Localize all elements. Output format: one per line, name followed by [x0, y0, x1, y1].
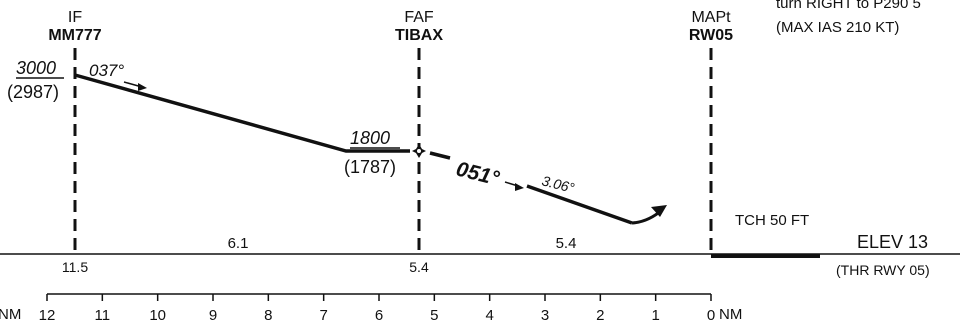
- scale-tick-label: 3: [541, 307, 549, 324]
- scale-tick-label: 11: [95, 307, 111, 324]
- if-role-label: IF: [68, 9, 82, 26]
- glide-angle-label: 3.06°: [540, 172, 576, 196]
- scale-tick-label: 12: [39, 307, 56, 324]
- if-altitude-agl: (2987): [7, 82, 59, 102]
- missed-approach-line1: turn RIGHT to P290 5: [776, 0, 921, 12]
- scale-unit-left: NM: [0, 306, 21, 323]
- initial-course-arrowhead: [138, 83, 147, 91]
- faf-altitude-agl: (1787): [344, 157, 396, 177]
- tch-label: TCH 50 FT: [735, 212, 809, 229]
- descent-path-intermediate: [74, 73, 410, 153]
- faf-role-label: FAF: [404, 9, 434, 26]
- scale-tick-label: 7: [319, 307, 327, 324]
- scale-tick-label: 1: [651, 307, 659, 324]
- faf-distance: 5.4: [409, 259, 429, 275]
- final-course-label: 051°: [454, 158, 502, 191]
- scale-tick-label: 6: [375, 307, 383, 324]
- scale-tick-label: 0: [707, 307, 715, 324]
- threshold-label: (THR RWY 05): [836, 262, 930, 278]
- segment-final-distance: 5.4: [556, 235, 577, 252]
- final-course-arrowhead: [515, 183, 524, 191]
- scale-tick-label: 10: [149, 307, 166, 324]
- missed-approach-line2: (MAX IAS 210 KT): [776, 19, 899, 36]
- mapt-name-label: RW05: [689, 27, 733, 44]
- initial-course-label: 037°: [89, 61, 124, 80]
- scale-tick-label: 8: [264, 307, 272, 324]
- faf-altitude: 1800: [350, 128, 390, 148]
- mapt-role-label: MAPt: [691, 9, 731, 26]
- if-distance: 11.5: [62, 259, 88, 275]
- descent-path-final-dash: [429, 151, 451, 160]
- faf-name-label: TIBAX: [395, 27, 443, 44]
- segment-intermediate-distance: 6.1: [228, 235, 249, 252]
- missed-approach-arrowhead: [651, 205, 667, 217]
- if-name-label: MM777: [48, 27, 101, 44]
- descent-path-final: [526, 184, 633, 225]
- scale-tick-label: 4: [485, 307, 493, 324]
- scale-tick-label: 5: [430, 307, 438, 324]
- scale-tick-label: 9: [209, 307, 217, 324]
- if-altitude: 3000: [16, 58, 56, 78]
- scale-unit-right: NM: [719, 306, 742, 323]
- elevation-label: ELEV 13: [857, 232, 928, 252]
- scale-tick-label: 2: [596, 307, 604, 324]
- scale-ticks: 12 11 10 9 8 7 6 5 4 3 2 1 0: [39, 294, 715, 324]
- faf-cross-icon: [412, 144, 426, 158]
